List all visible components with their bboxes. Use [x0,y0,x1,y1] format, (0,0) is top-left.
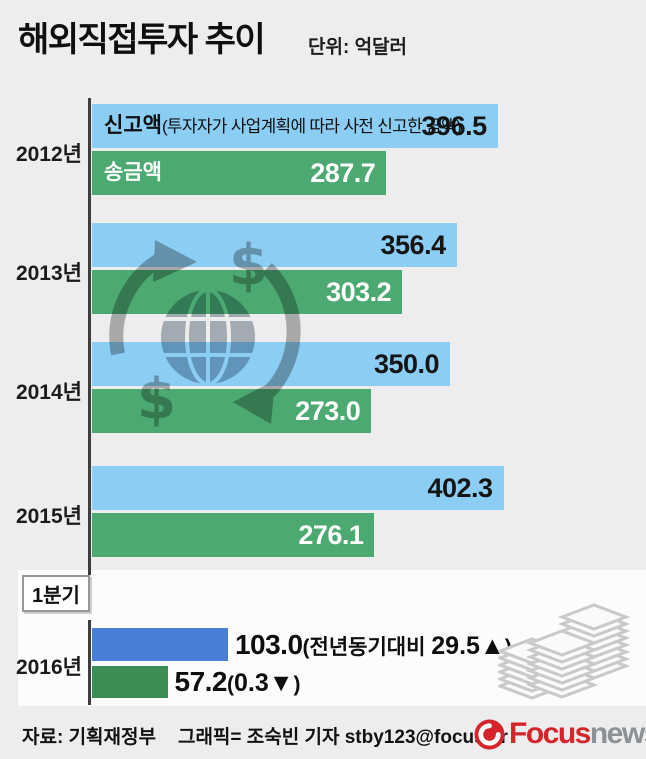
bar: 287.7 송금액 [92,151,387,195]
bar-value: 396.5 [421,111,488,141]
bar: 356.4 [92,223,457,267]
page-title: 해외직접투자 추이 [18,21,266,59]
series-legend-blue: 신고액(투자자가 사업계획에 따라 사전 신고한 금액) [104,114,462,137]
main-axis-line [88,98,91,575]
bar [92,666,168,698]
source-text: 자료: 기획재정부 [22,727,156,748]
bar: 273.0 [92,389,372,433]
footer-credits: 자료: 기획재정부 그래픽= 조숙빈 기자 stby123@focus.kr [22,722,508,749]
bar-value: 356.4 [380,230,447,260]
bar-value: 273.0 [295,396,361,426]
bar-value: 276.1 [298,520,364,550]
q1-value-text: 103.0(전년동기대비 29.5▲) [234,629,512,660]
bar: 396.5 신고액(투자자가 사업계획에 따라 사전 신고한 금액) [92,104,498,148]
focus-news-logo: Focus news [474,717,646,751]
focus-swirl-icon [474,718,505,750]
unit-label: 단위: 억달러 [308,37,408,58]
bar: 402.3 [92,466,504,510]
bar-value: 303.2 [326,277,392,307]
bar-value: 287.7 [310,158,376,188]
year-label: 2014년 [15,381,82,404]
logo-suffix-text: news [589,717,646,750]
bar-value: 350.0 [373,349,440,379]
year-label: 2015년 [15,505,82,528]
q1-badge: 1분기 [22,575,90,612]
bar: 303.2 [92,270,403,314]
year-label: 2013년 [15,262,82,285]
banknote-stacks-icon [498,603,628,700]
logo-brand-text: Focus [509,717,591,750]
q1-value-text: 57.2(0.3▼) [174,666,301,697]
q1-axis-line [88,620,91,705]
bar [92,628,228,661]
bar-value: 402.3 [427,473,493,503]
credit-text: 그래픽= 조숙빈 기자 stby123@focus.kr [177,727,508,748]
year-label: 2016년 [15,656,82,679]
bar: 276.1 [92,513,375,557]
series-legend-green: 송금액 [104,161,162,184]
bar: 350.0 [92,342,451,386]
year-label: 2012년 [15,143,82,166]
